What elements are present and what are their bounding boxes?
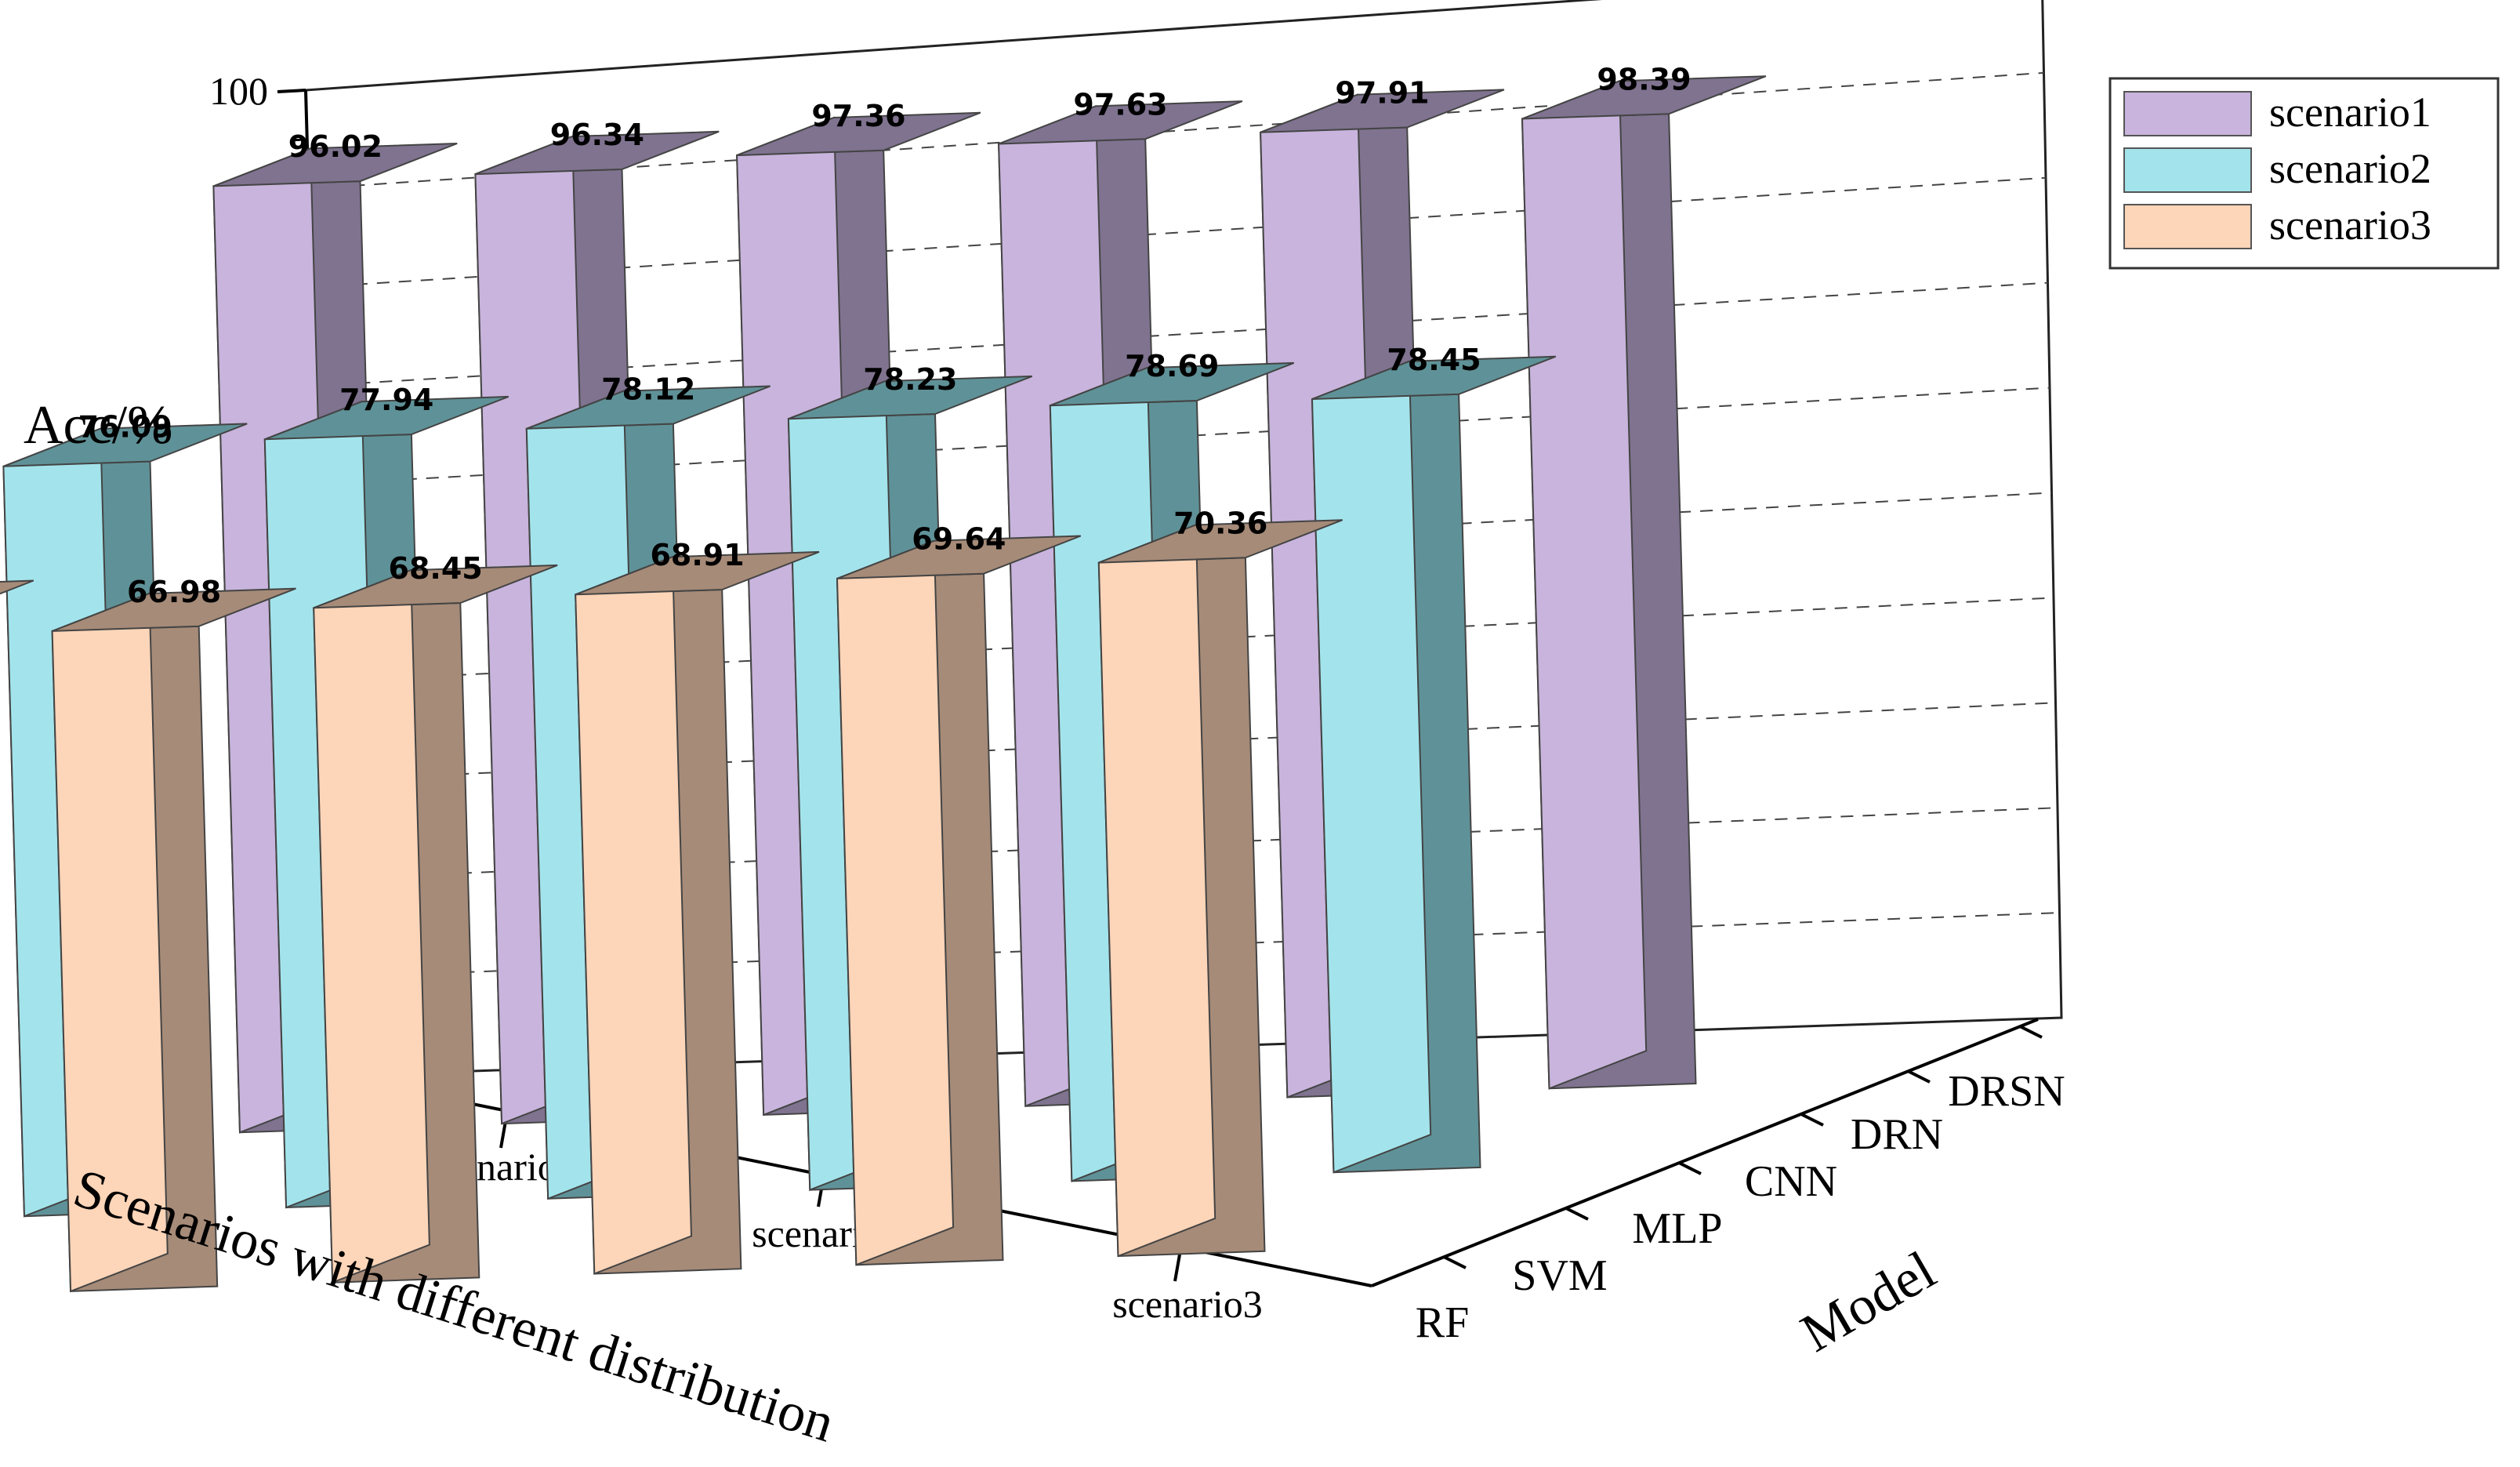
y-tick-label: 100 bbox=[209, 69, 268, 113]
legend-label: scenario3 bbox=[2269, 202, 2431, 249]
bar-top-face bbox=[575, 550, 820, 596]
value-label: 68.91 bbox=[650, 538, 744, 572]
model-axis-line bbox=[1371, 1018, 2039, 1287]
bar-top-face bbox=[736, 111, 981, 157]
bar-front-face bbox=[1311, 360, 1432, 1174]
bar-scenario3-MLP bbox=[313, 564, 558, 1284]
model-tick bbox=[1907, 1069, 1931, 1084]
legend-swatch bbox=[2123, 204, 2252, 249]
bar-top-face bbox=[1098, 519, 1343, 564]
y-tick bbox=[277, 89, 306, 93]
bar-top-face bbox=[213, 143, 458, 187]
value-label: 76.09 bbox=[78, 410, 172, 445]
bar-scenario3-DRSN bbox=[1097, 519, 1343, 1258]
value-label: 69.64 bbox=[912, 522, 1006, 557]
bar-front-face bbox=[313, 568, 430, 1284]
value-label: 96.34 bbox=[550, 118, 644, 152]
bar-top-face bbox=[998, 100, 1243, 145]
model-tick bbox=[1565, 1207, 1589, 1221]
value-label: 78.12 bbox=[601, 372, 695, 407]
bar-top-face bbox=[1260, 89, 1505, 133]
x-tick bbox=[499, 1120, 507, 1149]
value-label: 97.36 bbox=[811, 99, 905, 133]
bar-top-face bbox=[526, 385, 771, 430]
model-tick-label: RF bbox=[1416, 1298, 1470, 1347]
model-tick bbox=[2019, 1025, 2043, 1039]
legend-swatch bbox=[2123, 91, 2252, 136]
value-label: 68.45 bbox=[389, 551, 483, 586]
legend-swatch bbox=[2123, 147, 2252, 193]
bar-scenario3-RF bbox=[0, 579, 34, 595]
bar-front-face bbox=[575, 555, 693, 1275]
bar-top-face bbox=[836, 535, 1082, 579]
value-label: 78.45 bbox=[1387, 343, 1481, 377]
x-tick-label: scenario3 bbox=[1112, 1282, 1263, 1326]
model-axis-title: Model bbox=[1791, 1240, 1945, 1364]
bar-top-face bbox=[52, 587, 296, 632]
bar-top-face bbox=[3, 423, 248, 467]
legend-label: scenario1 bbox=[2269, 89, 2431, 136]
bar-front-face bbox=[836, 539, 955, 1266]
bar-top-face bbox=[788, 375, 1033, 420]
model-tick bbox=[1800, 1113, 1824, 1127]
value-label: 97.63 bbox=[1073, 87, 1167, 122]
bar-top-face bbox=[1050, 361, 1295, 407]
model-tick bbox=[1678, 1161, 1702, 1175]
bar-scenario1-DRSN bbox=[1521, 75, 1767, 1090]
model-tick-label: CNN bbox=[1745, 1157, 1837, 1206]
bar-scenario3-SVM bbox=[51, 587, 296, 1293]
value-label: 78.23 bbox=[863, 362, 957, 397]
value-label: 77.94 bbox=[339, 383, 433, 417]
bar-top-face bbox=[0, 579, 34, 595]
bars bbox=[0, 75, 1767, 1293]
bar-top-face bbox=[264, 395, 509, 441]
x-tick bbox=[1173, 1254, 1181, 1282]
legend: scenario1 scenario2 scenario3 bbox=[2108, 77, 2500, 270]
value-label: 70.36 bbox=[1173, 506, 1267, 540]
bar-scenario3-DRN bbox=[836, 535, 1082, 1266]
value-label: 96.02 bbox=[288, 129, 383, 164]
value-label: 66.98 bbox=[127, 575, 221, 609]
bar-top-face bbox=[1311, 355, 1557, 400]
legend-label: scenario2 bbox=[2269, 145, 2431, 192]
bar-top-face bbox=[475, 130, 720, 176]
bar-scenario2-DRSN bbox=[1311, 355, 1557, 1174]
value-label: 98.39 bbox=[1597, 62, 1691, 96]
bar-top-face bbox=[1521, 75, 1767, 120]
bar-front-face bbox=[1097, 524, 1216, 1258]
model-tick-label: SVM bbox=[1512, 1251, 1607, 1300]
value-label: 97.91 bbox=[1335, 76, 1429, 111]
model-tick-label: MLP bbox=[1632, 1204, 1722, 1253]
model-tick bbox=[1443, 1255, 1467, 1269]
model-tick-label: DRN bbox=[1851, 1110, 1943, 1159]
model-tick-label: DRSN bbox=[1948, 1067, 2065, 1116]
y-axis-title: Acc/% bbox=[24, 395, 172, 456]
bar-top-face bbox=[313, 564, 558, 609]
value-label: 78.69 bbox=[1125, 349, 1219, 383]
bar-scenario3-CNN bbox=[575, 550, 820, 1275]
